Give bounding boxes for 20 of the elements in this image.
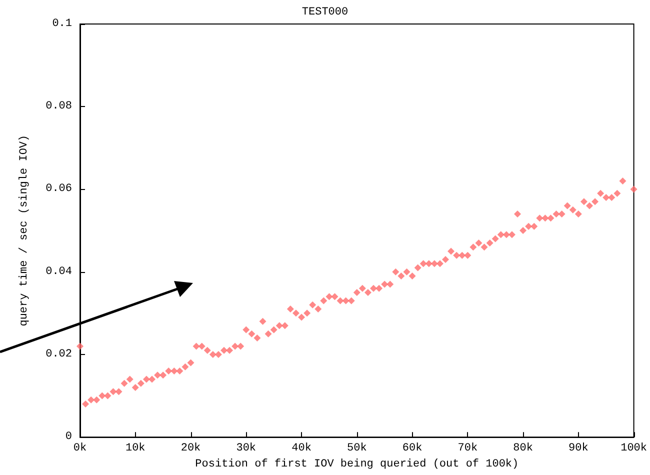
- x-tick-label: 10k: [125, 442, 146, 455]
- y-tick-label: 0.06: [46, 183, 72, 196]
- y-tick-label: 0.1: [52, 18, 72, 30]
- x-tick-label: 100k: [620, 442, 648, 455]
- x-tick-label: 50k: [346, 442, 368, 455]
- x-tick-label: 90k: [568, 442, 589, 455]
- x-tick-label: 0k: [73, 442, 87, 455]
- x-tick-label: 30k: [236, 442, 256, 455]
- x-axis-title: Position of first IOV being queried (out of 100k): [195, 458, 519, 470]
- y-tick-label: 0.02: [46, 348, 72, 360]
- x-tick-label: 80k: [513, 442, 534, 455]
- x-tick-label: 40k: [292, 442, 312, 455]
- chart-title: TEST000: [302, 6, 348, 18]
- y-axis-title: query time / sec (single IOV): [18, 134, 30, 326]
- x-tick-label: 20k: [180, 442, 202, 455]
- x-tick-label: 70k: [458, 442, 478, 455]
- x-tick-label: 60k: [402, 442, 423, 455]
- y-tick-label: 0: [65, 431, 72, 444]
- y-tick-label: 0.08: [46, 100, 72, 113]
- y-tick-label: 0.04: [46, 266, 72, 278]
